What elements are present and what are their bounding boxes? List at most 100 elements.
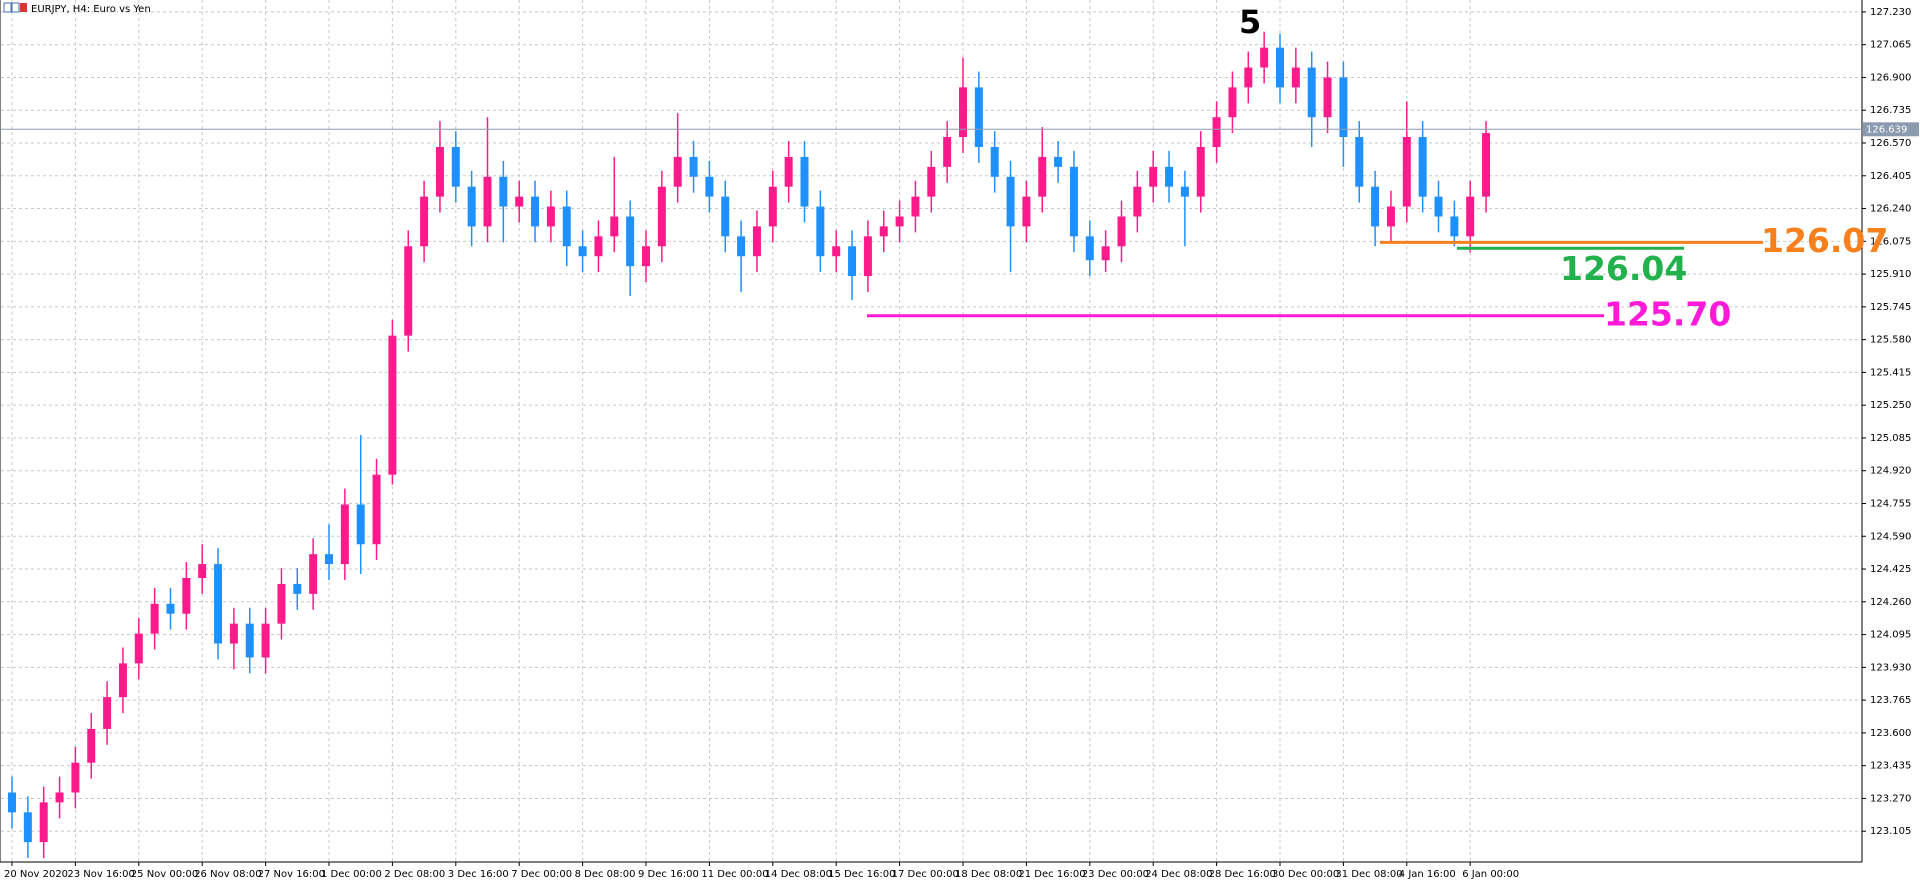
candle-body (71, 762, 80, 793)
x-tick-label: 14 Dec 08:00 (765, 869, 832, 880)
candle-body (420, 196, 429, 247)
y-tick-label: 125.745 (1870, 302, 1911, 313)
x-tick-label: 9 Dec 16:00 (638, 869, 699, 880)
y-tick-label: 125.085 (1870, 433, 1911, 444)
y-tick-label: 125.415 (1870, 367, 1911, 378)
candle-body (1038, 156, 1047, 197)
candle-body (895, 216, 904, 227)
candle-body (705, 176, 714, 197)
y-tick-label: 125.580 (1870, 335, 1911, 346)
candle-body (990, 146, 999, 177)
candle-body (1482, 133, 1491, 197)
candle-body (911, 196, 920, 217)
x-tick-label: 23 Dec 00:00 (1082, 869, 1149, 880)
candle-body (435, 146, 444, 197)
candle-body (927, 166, 936, 197)
y-tick-label: 123.270 (1870, 793, 1911, 804)
candle-body (752, 226, 761, 257)
y-tick-label: 123.600 (1870, 728, 1911, 739)
candle-body (1244, 67, 1253, 88)
x-tick-label: 2 Dec 08:00 (384, 869, 445, 880)
y-tick-label: 126.735 (1870, 105, 1911, 116)
candle-body (8, 792, 16, 813)
candle-body (483, 176, 492, 227)
level-label: 125.70 (1604, 294, 1731, 333)
candle-body (467, 186, 476, 227)
candle-body (1307, 67, 1316, 118)
x-tick-label: 11 Dec 00:00 (701, 869, 768, 880)
candle-body (214, 564, 223, 644)
candle-body (1402, 137, 1411, 207)
candle-body (768, 186, 777, 227)
y-tick-label: 124.920 (1870, 466, 1911, 477)
x-tick-label: 18 Dec 08:00 (955, 869, 1022, 880)
candle-body (182, 577, 191, 614)
candle-body (1054, 156, 1063, 167)
x-tick-label: 21 Dec 16:00 (1018, 869, 1085, 880)
candle-body (23, 812, 32, 843)
y-tick-label: 125.250 (1870, 400, 1911, 411)
candle-body (1196, 146, 1205, 197)
chart-icon (11, 2, 20, 13)
y-tick-label: 126.570 (1870, 138, 1911, 149)
candle-body (134, 633, 143, 664)
candle-body (800, 156, 809, 207)
candle-body (499, 176, 508, 207)
candle-body (1355, 137, 1364, 187)
candle-body (1085, 236, 1094, 261)
candle-body (293, 583, 302, 594)
chart-icon (20, 3, 27, 12)
candle-body (1228, 87, 1237, 118)
candle-body (1212, 117, 1221, 147)
wave-annotation: 5 (1239, 3, 1261, 41)
candle-body (848, 246, 857, 277)
candle-body (87, 728, 96, 763)
y-tick-label: 123.765 (1870, 695, 1911, 706)
y-tick-label: 127.065 (1870, 40, 1911, 51)
candle-body (340, 504, 349, 565)
candle-body (309, 554, 318, 594)
candle-body (1101, 246, 1110, 261)
candle-body (1339, 77, 1348, 138)
candle-body (863, 236, 872, 277)
candle-body (737, 236, 746, 257)
x-tick-label: 6 Jan 00:00 (1462, 869, 1519, 880)
candle-body (657, 186, 666, 247)
x-tick-label: 23 Nov 16:00 (67, 869, 134, 880)
candle-body (55, 792, 64, 803)
y-tick-label: 123.930 (1870, 662, 1911, 673)
chart-title: EURJPY, H4: Euro vs Yen (31, 4, 151, 15)
x-tick-label: 4 Jan 16:00 (1399, 869, 1456, 880)
last-price-box (1863, 122, 1919, 137)
candle-body (39, 802, 48, 843)
candle-body (531, 196, 540, 227)
y-tick-label: 126.240 (1870, 204, 1911, 215)
x-tick-label: 8 Dec 08:00 (575, 869, 636, 880)
candle-body (1291, 67, 1300, 88)
candle-body (1069, 166, 1078, 237)
candle-body (150, 603, 159, 634)
y-tick-label: 124.095 (1870, 630, 1911, 641)
candle-body (1276, 47, 1284, 88)
chart-icon (3, 2, 12, 13)
candle-body (245, 623, 254, 658)
x-tick-label: 17 Dec 00:00 (892, 869, 959, 880)
candle-body (198, 564, 207, 578)
y-tick-label: 125.910 (1870, 269, 1911, 280)
candle-body (689, 156, 698, 177)
candle-body (277, 583, 286, 624)
candle-body (943, 137, 952, 167)
candle-body (515, 196, 524, 207)
candle-body (372, 474, 381, 545)
candle-body (1022, 196, 1031, 227)
candle-body (388, 335, 397, 475)
y-tick-label: 124.755 (1870, 498, 1911, 509)
candle-body (610, 216, 619, 237)
candle-body (261, 623, 270, 658)
candle-body (1149, 166, 1158, 187)
candle-body (626, 216, 635, 267)
y-tick-label: 124.260 (1870, 597, 1911, 608)
candle-body (578, 246, 587, 257)
